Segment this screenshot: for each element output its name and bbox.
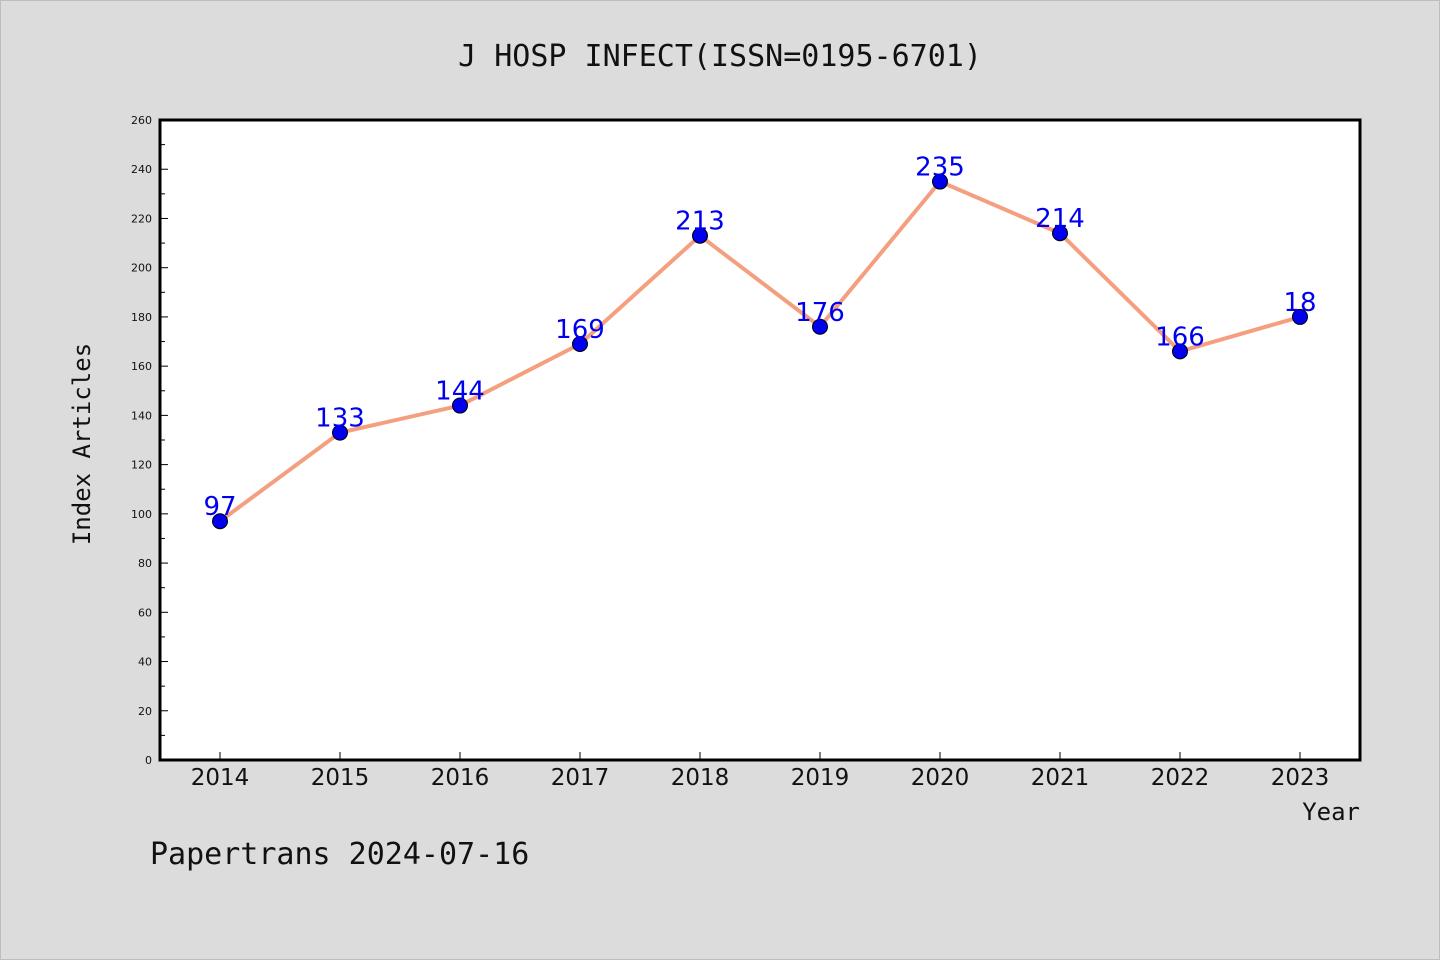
y-tick-label: 260 <box>131 114 152 127</box>
data-point <box>1172 343 1188 360</box>
y-tick-label: 20 <box>138 705 152 718</box>
x-tick-label: 2015 <box>311 765 370 791</box>
series-index-articles: 97 133 144 169 213 176 235 214 166 18 <box>203 153 1317 530</box>
data-label: 133 <box>315 404 365 434</box>
x-tick-label: 2020 <box>911 765 970 791</box>
series-line <box>218 179 1301 523</box>
y-tick-label: 160 <box>131 360 152 373</box>
x-tick-label: 2017 <box>551 765 610 791</box>
data-point <box>1292 308 1308 325</box>
x-tick-label: 2018 <box>671 765 730 791</box>
x-axis-label: Year <box>1302 798 1360 826</box>
x-tick-label: 2014 <box>191 765 250 791</box>
x-tick-label: 2022 <box>1151 765 1210 791</box>
y-tick-label: 140 <box>131 409 152 422</box>
y-tick-label: 0 <box>145 754 152 767</box>
x-tick-label: 2021 <box>1031 765 1090 791</box>
y-tick-label: 60 <box>138 606 152 619</box>
y-tick-label: 120 <box>131 459 152 472</box>
footer-credit: Papertrans 2024-07-16 <box>150 837 529 872</box>
y-tick-label: 180 <box>131 311 152 324</box>
data-point <box>212 513 228 530</box>
data-label: 97 <box>203 492 236 522</box>
data-label: 18 <box>1283 288 1316 318</box>
data-point <box>1052 225 1068 242</box>
data-label: 169 <box>555 315 605 345</box>
data-label: 166 <box>1155 322 1205 352</box>
data-point <box>332 424 348 441</box>
data-label: 176 <box>795 298 845 328</box>
y-tick-label: 80 <box>138 557 152 570</box>
data-label: 213 <box>675 207 725 237</box>
y-tick-label: 40 <box>138 656 152 669</box>
x-tick-label: 2019 <box>791 765 850 791</box>
y-tick-label: 220 <box>131 212 152 225</box>
data-point <box>572 336 588 352</box>
y-tick-label: 200 <box>131 262 152 275</box>
data-point <box>452 397 468 414</box>
y-axis: 0 20 40 60 80 100 120 140 160 180 200 220 240 260 <box>131 114 168 767</box>
x-tick-label: 2016 <box>431 765 490 791</box>
data-label: 235 <box>915 153 965 183</box>
chart-title: J HOSP INFECT(ISSN=0195-6701) <box>458 39 982 74</box>
y-axis-label: Index Articles <box>68 343 96 545</box>
data-label: 214 <box>1035 204 1085 234</box>
data-point <box>812 318 828 335</box>
x-axis: 2014 2015 2016 2017 2018 2019 2020 2021 2022 2023 <box>191 752 1330 791</box>
data-point <box>692 227 708 244</box>
x-tick-label: 2023 <box>1271 765 1330 791</box>
plot-area <box>158 118 1362 762</box>
data-label: 144 <box>435 377 485 407</box>
y-tick-label: 100 <box>131 508 152 521</box>
data-point <box>932 173 948 190</box>
y-tick-label: 240 <box>131 163 152 176</box>
